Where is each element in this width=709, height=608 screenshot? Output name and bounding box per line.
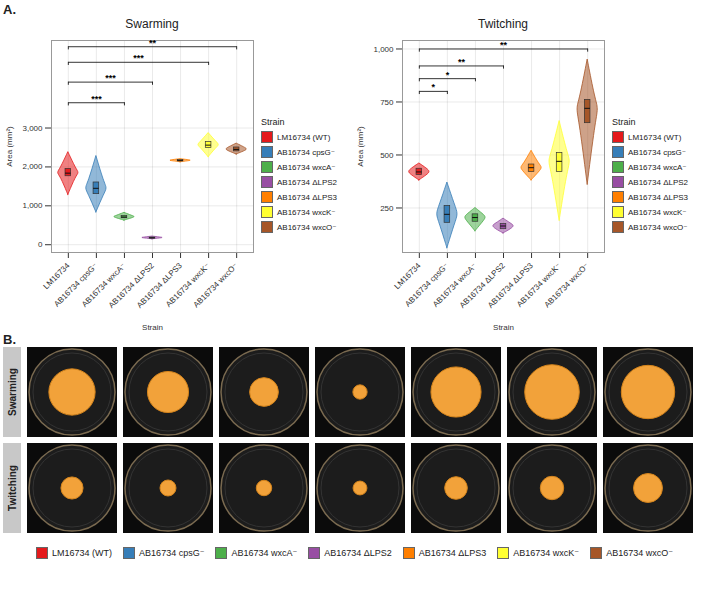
html-text:AB16734 ΔLPS2: AB16734 ΔLPS2 [628, 177, 689, 187]
html-text:AB16734 wxcK⁻: AB16734 wxcK⁻ [628, 207, 687, 217]
html-text:AB16734 wxcO⁻: AB16734 wxcO⁻ [628, 222, 688, 232]
html-text:B.: B. [3, 332, 16, 347]
svg-text:AB16734 ΔLPS2: AB16734 ΔLPS2 [107, 261, 156, 310]
svg-text:AB16734 wxcA⁻: AB16734 wxcA⁻ [80, 261, 128, 309]
svg-text:2,000: 2,000 [22, 162, 43, 171]
svg-text:Area (mm²): Area (mm²) [356, 126, 365, 167]
html-text:AB16734 ΔLPS3: AB16734 ΔLPS3 [628, 192, 689, 202]
svg-text:250: 250 [380, 204, 394, 213]
html-text:LM16734 (WT): LM16734 (WT) [52, 548, 113, 558]
html-text:AB16734 ΔLPS2: AB16734 ΔLPS2 [324, 548, 392, 558]
html-text:A.: A. [3, 2, 16, 17]
svg-text:1,000: 1,000 [22, 201, 43, 210]
svg-text:AB16734 cpsG⁻: AB16734 cpsG⁻ [403, 261, 451, 309]
svg-text:Twitching: Twitching [7, 465, 18, 511]
html-text:AB16734 wxcK⁻: AB16734 wxcK⁻ [513, 548, 580, 558]
svg-text:500: 500 [380, 151, 394, 160]
html-text:Strain: Strain [612, 117, 636, 127]
svg-text:*: * [432, 82, 436, 92]
html-text:AB16734 wxcK⁻: AB16734 wxcK⁻ [277, 207, 336, 217]
svg-text:***: *** [91, 94, 102, 104]
svg-text:Area (mm²): Area (mm²) [5, 126, 14, 167]
html-text:AB16734 ΔLPS2: AB16734 ΔLPS2 [277, 177, 338, 187]
html-text:Swarming: Swarming [125, 17, 179, 31]
svg-text:Strain: Strain [142, 323, 163, 332]
html-text:AB16734 wxcA⁻: AB16734 wxcA⁻ [628, 162, 687, 172]
svg-text:AB16734 wxcK⁻: AB16734 wxcK⁻ [515, 261, 563, 309]
html-text:LM16734 (WT): LM16734 (WT) [628, 132, 682, 142]
html-text:AB16734 wxcA⁻: AB16734 wxcA⁻ [277, 162, 336, 172]
html-text:AB16734 wxcA⁻: AB16734 wxcA⁻ [231, 548, 298, 558]
svg-text:AB16734 ΔLPS3: AB16734 ΔLPS3 [486, 261, 535, 310]
svg-text:750: 750 [380, 98, 394, 107]
html-text:AB16734 cpsG⁻: AB16734 cpsG⁻ [277, 147, 335, 157]
svg-text:LM16734: LM16734 [41, 261, 72, 292]
html-text:Twitching: Twitching [478, 17, 528, 31]
svg-text:**: ** [500, 40, 508, 50]
html-text:AB16734 cpsG⁻: AB16734 cpsG⁻ [139, 548, 205, 558]
svg-text:AB16734 wxcK⁻: AB16734 wxcK⁻ [164, 261, 212, 309]
svg-text:**: ** [149, 38, 157, 48]
svg-text:***: *** [105, 73, 116, 83]
svg-text:Swarming: Swarming [7, 368, 18, 416]
html-text:AB16734 ΔLPS3: AB16734 ΔLPS3 [277, 192, 338, 202]
svg-text:3,000: 3,000 [22, 124, 43, 133]
html-text:AB16734 wxcO⁻: AB16734 wxcO⁻ [277, 222, 337, 232]
svg-text:1,000: 1,000 [373, 45, 394, 54]
html-text:LM16734 (WT): LM16734 (WT) [277, 132, 331, 142]
svg-text:**: ** [458, 57, 466, 67]
svg-text:LM16734: LM16734 [392, 261, 423, 292]
svg-text:AB16734 wxcO⁻: AB16734 wxcO⁻ [192, 261, 240, 309]
html-text:AB16734 cpsG⁻: AB16734 cpsG⁻ [628, 147, 686, 157]
svg-text:AB16734 wxcO⁻: AB16734 wxcO⁻ [543, 261, 591, 309]
svg-text:AB16734 cpsG⁻: AB16734 cpsG⁻ [52, 261, 100, 309]
svg-text:Strain: Strain [493, 323, 514, 332]
svg-text:*: * [446, 70, 450, 80]
svg-text:0: 0 [38, 240, 43, 249]
html-text:AB16734 wxcO⁻: AB16734 wxcO⁻ [606, 548, 673, 558]
svg-text:AB16734 ΔLPS2: AB16734 ΔLPS2 [458, 261, 507, 310]
svg-text:AB16734 wxcA⁻: AB16734 wxcA⁻ [431, 261, 479, 309]
svg-text:AB16734 ΔLPS3: AB16734 ΔLPS3 [135, 261, 184, 310]
html-text:AB16734 ΔLPS3: AB16734 ΔLPS3 [418, 548, 487, 558]
svg-text:***: *** [133, 53, 144, 63]
html-text:Strain: Strain [261, 117, 285, 127]
